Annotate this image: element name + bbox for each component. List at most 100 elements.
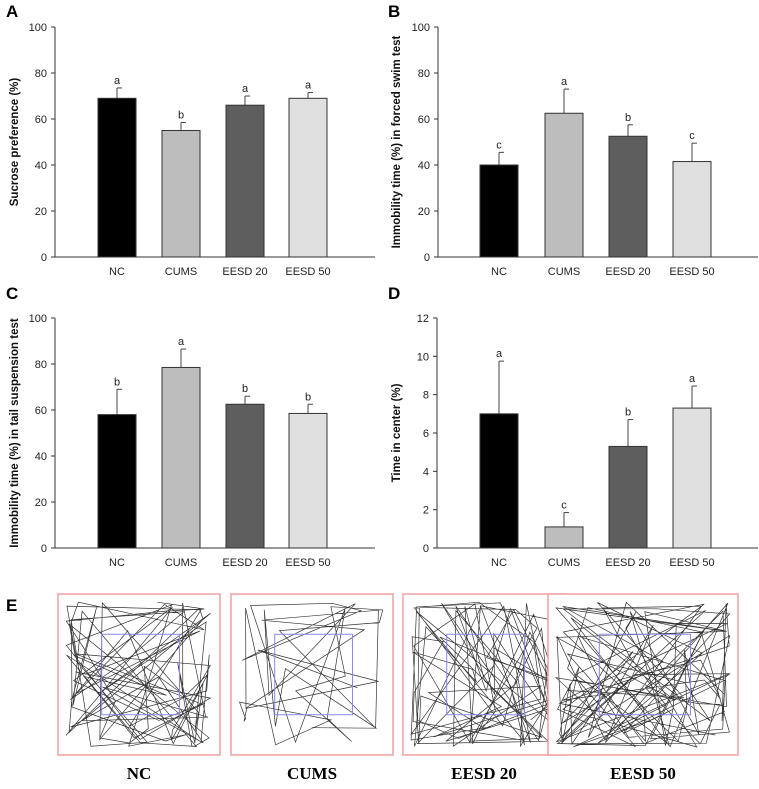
panel-label: E (6, 596, 17, 615)
bar-nc (97, 414, 137, 549)
panel-a: A 0 20 40 60 80 100 Sucrose preference (%) a NC b C… (6, 2, 375, 278)
x-tick-label: EESD 50 (285, 266, 330, 278)
significance-letter: a (689, 373, 696, 385)
x-tick-label: EESD 20 (222, 266, 267, 278)
significance-letter: a (178, 336, 185, 348)
center-zone (598, 633, 691, 716)
bar-eesd20 (608, 135, 648, 258)
bar-nc (97, 97, 137, 258)
y-axis-label: Sucrose preference (%) (9, 78, 21, 207)
track-eesd50 (547, 593, 739, 756)
panel-d: D 0 2 4 6 8 10 12 Time in center (%) a NC c CUMS b EES… (388, 284, 758, 569)
bar-eesd20 (225, 403, 265, 549)
y-tick-label: 2 (423, 505, 429, 517)
bar-cums (161, 130, 201, 258)
panel-b: B 0 20 40 60 80 100 Immobility time (%) in forc… (388, 2, 758, 278)
track-eesd20 (402, 593, 566, 756)
y-axis-label: Immobility time (%) in tail suspension t… (9, 318, 21, 548)
bar-cums (544, 526, 584, 549)
significance-letter: a (561, 76, 568, 88)
movement-path (410, 601, 558, 748)
panel-label: B (388, 2, 400, 21)
y-tick-label: 40 (35, 160, 47, 172)
arena-outline (402, 593, 566, 756)
x-tick-label: NC (491, 266, 507, 278)
significance-letter: a (114, 75, 121, 87)
y-tick-label: 20 (35, 206, 47, 218)
bar-eesd50 (672, 407, 712, 549)
y-axis-label: Immobility time (%) in forced swim test (391, 35, 403, 248)
y-tick-label: 20 (418, 206, 430, 218)
center-zone (446, 633, 525, 716)
significance-letter: a (496, 348, 503, 360)
y-tick-label: 4 (423, 466, 429, 478)
bar-nc (479, 164, 519, 258)
y-tick-label: 20 (35, 497, 47, 509)
track-cums (230, 593, 394, 756)
significance-letter: b (305, 391, 311, 403)
significance-letter: b (178, 109, 184, 121)
significance-letter: a (305, 80, 312, 92)
x-tick-label: EESD 20 (605, 266, 650, 278)
center-zone (274, 633, 353, 716)
panel-label: A (6, 2, 18, 21)
bar-eesd50 (288, 97, 328, 258)
y-tick-label: 8 (423, 390, 429, 402)
x-tick-label: NC (109, 266, 125, 278)
track-nc (57, 593, 221, 756)
panel-c: C 0 20 40 60 80 100 Immobility time (%) in tail… (6, 284, 375, 569)
y-tick-label: 80 (35, 68, 47, 80)
significance-letter: c (561, 500, 567, 512)
significance-letter: c (496, 139, 502, 151)
y-tick-label: 60 (418, 114, 430, 126)
y-tick-label: 60 (35, 114, 47, 126)
x-tick-label: EESD 20 (605, 557, 650, 569)
significance-letter: b (114, 376, 120, 388)
group-label: NC (127, 764, 152, 783)
x-tick-label: NC (491, 557, 507, 569)
x-tick-label: EESD 50 (669, 557, 714, 569)
bar-eesd50 (672, 161, 712, 258)
movement-path (238, 602, 384, 746)
panel-label: D (388, 284, 400, 303)
y-axis-label: Time in center (%) (391, 383, 403, 482)
y-tick-label: 80 (418, 68, 430, 80)
bar-eesd20 (608, 445, 648, 549)
bar-eesd50 (288, 412, 328, 549)
y-tick-label: 0 (423, 543, 429, 555)
panel-e: E NC CUMS EESD 20 EESD 50 (6, 593, 739, 783)
panel-label: C (6, 284, 18, 303)
y-tick-label: 100 (412, 22, 430, 34)
x-tick-label: CUMS (165, 557, 197, 569)
x-tick-label: CUMS (165, 266, 197, 278)
movement-path (554, 601, 731, 748)
bar-cums (544, 112, 584, 258)
significance-letter: b (625, 112, 631, 124)
bar-nc (479, 413, 519, 549)
bar-eesd20 (225, 104, 265, 258)
group-label: EESD 50 (610, 764, 676, 783)
y-tick-label: 80 (35, 359, 47, 371)
significance-letter: b (625, 407, 631, 419)
significance-letter: a (242, 83, 249, 95)
x-tick-label: EESD 50 (669, 266, 714, 278)
bar-cums (161, 366, 201, 549)
arena-outline (230, 593, 394, 756)
y-tick-label: 6 (423, 428, 429, 440)
y-tick-label: 12 (417, 313, 429, 325)
y-tick-label: 100 (29, 313, 47, 325)
y-tick-label: 40 (418, 160, 430, 172)
y-tick-label: 60 (35, 405, 47, 417)
x-tick-label: EESD 20 (222, 557, 267, 569)
center-zone (101, 633, 180, 716)
group-label: CUMS (287, 764, 337, 783)
y-tick-label: 0 (424, 252, 430, 264)
significance-letter: c (689, 130, 695, 142)
movement-path (65, 601, 212, 748)
x-tick-label: CUMS (548, 557, 580, 569)
x-tick-label: CUMS (548, 266, 580, 278)
significance-letter: b (242, 383, 248, 395)
x-tick-label: NC (109, 557, 125, 569)
group-label: EESD 20 (451, 764, 517, 783)
